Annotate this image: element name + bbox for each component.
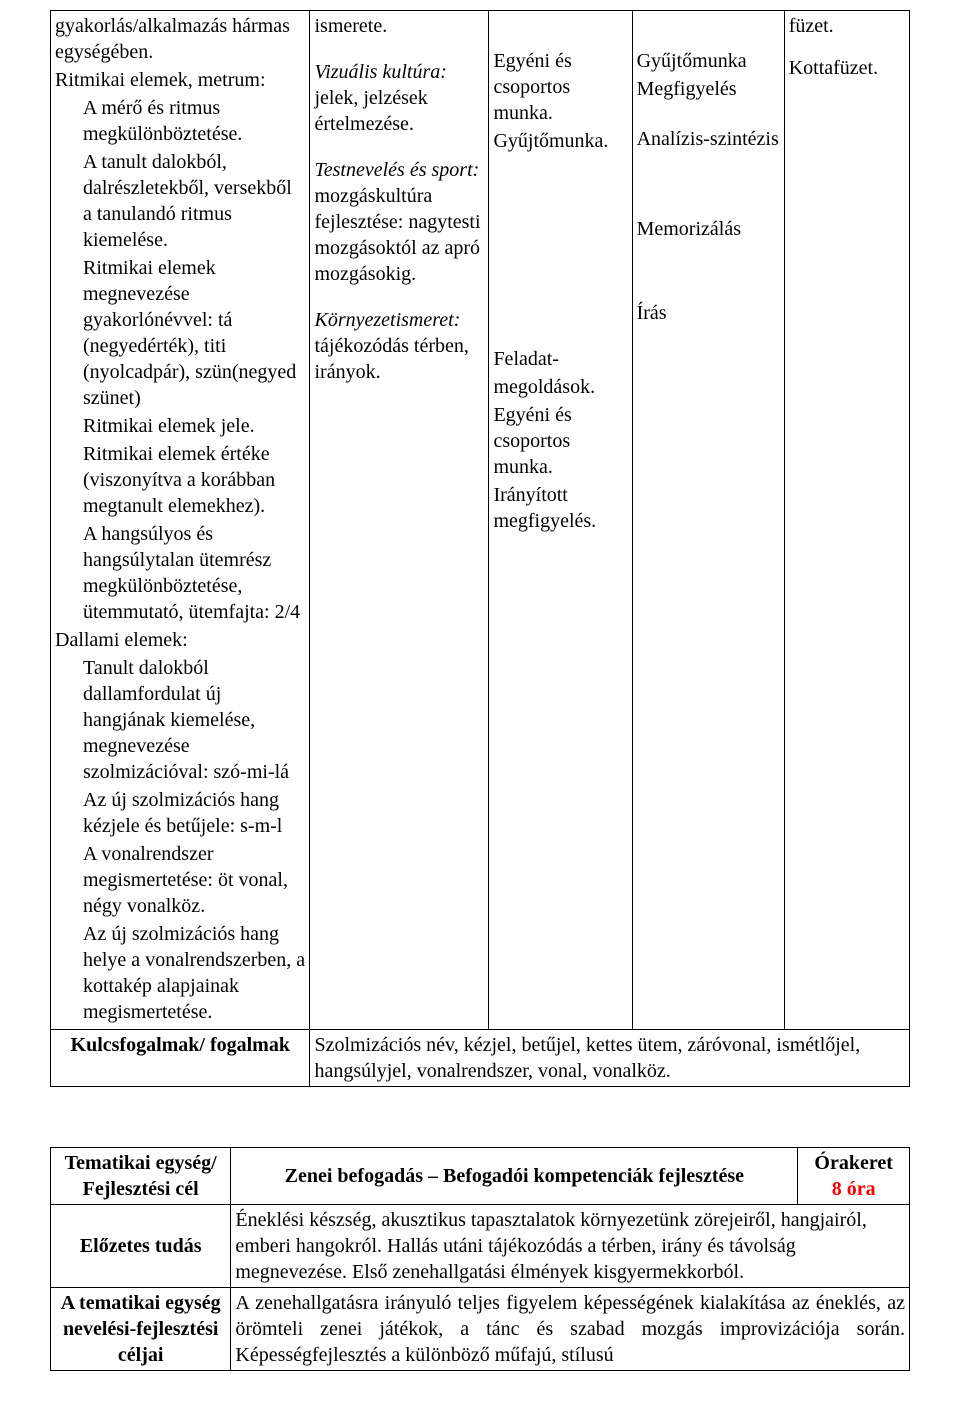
text-block: Gyűjtőmunka. bbox=[493, 128, 627, 154]
hours-label: Órakeret bbox=[802, 1150, 905, 1176]
list-item: A hangsúlyos és hangsúlytalan ütemrész m… bbox=[55, 521, 305, 625]
main-content-table: gyakorlás/alkalmazás hármas egységében. … bbox=[50, 10, 910, 1087]
text-span: jelek, jelzések értelmezése. bbox=[314, 87, 427, 135]
text-block: Ritmikai elemek, metrum: bbox=[55, 67, 305, 93]
cell-col2: ismerete. Vizuális kultúra: jelek, jelzé… bbox=[310, 11, 489, 1030]
list-item: Ritmikai elemek értéke (viszonyítva a ko… bbox=[55, 441, 305, 519]
list-item: Ritmikai elemek jele. bbox=[55, 413, 305, 439]
text-block: gyakorlás/alkalmazás hármas egységében. bbox=[55, 13, 305, 65]
cell-col5: füzet. Kottafüzet. bbox=[784, 11, 909, 1030]
text-block: Feladat- bbox=[493, 346, 627, 372]
text-span: mozgáskultúra fejlesztése: nagytesti moz… bbox=[314, 185, 480, 285]
cell-col4: Gyűjtőmunka Megfigyelés Analízis-szintéz… bbox=[632, 11, 784, 1030]
text-block: Egyéni és csoportos munka. bbox=[493, 402, 627, 480]
cell-hours: Órakeret 8 óra bbox=[798, 1148, 910, 1205]
text-block: Memorizálás bbox=[637, 216, 780, 242]
text-block: füzet. bbox=[789, 13, 905, 39]
text-block: Írás bbox=[637, 300, 780, 326]
text-block: ismerete. bbox=[314, 13, 484, 39]
text-block: Gyűjtőmunka bbox=[637, 48, 780, 74]
cell-goals-label: A tematikai egység nevelési-fejlesztési … bbox=[51, 1288, 231, 1371]
cell-keywords-content: Szolmizációs név, kézjel, betűjel, kette… bbox=[310, 1030, 910, 1087]
label-italic: Vizuális kultúra: bbox=[314, 61, 446, 83]
cell-thematic-title: Zenei befogadás – Befogadói kompetenciák… bbox=[231, 1148, 798, 1205]
text-span: tájékozódás térben, irányok. bbox=[314, 335, 468, 383]
list-item: A vonalrendszer megismertetése: öt vonal… bbox=[55, 841, 305, 919]
label-italic: Környezetismeret: bbox=[314, 309, 460, 331]
list-item: Tanult dalokból dallamfordulat új hangjá… bbox=[55, 655, 305, 785]
text-block: megoldások. bbox=[493, 374, 627, 400]
list-item: Az új szolmizációs hang kézjele és betűj… bbox=[55, 787, 305, 839]
cell-col3: Egyéni és csoportos munka. Gyűjtőmunka. … bbox=[489, 11, 632, 1030]
table-row: Kulcsfogalmak/ fogalmak Szolmizációs név… bbox=[51, 1030, 910, 1087]
text-block: Dallami elemek: bbox=[55, 627, 305, 653]
text-block: Egyéni és csoportos munka. bbox=[493, 48, 627, 126]
cell-prior-knowledge-label: Előzetes tudás bbox=[51, 1205, 231, 1288]
cell-keywords-label: Kulcsfogalmak/ fogalmak bbox=[51, 1030, 310, 1087]
text-block: Testnevelés és sport: mozgáskultúra fejl… bbox=[314, 157, 484, 287]
cell-goals-content: A zenehallgatásra irányuló teljes figyel… bbox=[231, 1288, 910, 1371]
text-block: Kottafüzet. bbox=[789, 55, 905, 81]
text-block: Vizuális kultúra: jelek, jelzések értelm… bbox=[314, 59, 484, 137]
table-row: Tematikai egység/ Fejlesztési cél Zenei … bbox=[51, 1148, 910, 1205]
table-row: A tematikai egység nevelési-fejlesztési … bbox=[51, 1288, 910, 1371]
text-block: Megfigyelés bbox=[637, 76, 780, 102]
text-block: Analízis-szintézis bbox=[637, 126, 780, 152]
label-italic: Testnevelés és sport: bbox=[314, 159, 479, 181]
hours-value: 8 óra bbox=[802, 1176, 905, 1202]
list-item: A tanult dalokból, dalrészletekből, vers… bbox=[55, 149, 305, 253]
cell-col1: gyakorlás/alkalmazás hármas egységében. … bbox=[51, 11, 310, 1030]
list-item: A mérő és ritmus megkülönböztetése. bbox=[55, 95, 305, 147]
thematic-unit-table: Tematikai egység/ Fejlesztési cél Zenei … bbox=[50, 1147, 910, 1371]
list-item: Az új szolmizációs hang helye a vonalren… bbox=[55, 921, 305, 1025]
text-block: Irányított megfigyelés. bbox=[493, 482, 627, 534]
table-row: Előzetes tudás Éneklési készség, akuszti… bbox=[51, 1205, 910, 1288]
cell-thematic-label: Tematikai egység/ Fejlesztési cél bbox=[51, 1148, 231, 1205]
cell-prior-knowledge-content: Éneklési készség, akusztikus tapasztalat… bbox=[231, 1205, 910, 1288]
list-item: Ritmikai elemek megnevezése gyakorlónévv… bbox=[55, 255, 305, 411]
text-block: Környezetismeret: tájékozódás térben, ir… bbox=[314, 307, 484, 385]
table-row: gyakorlás/alkalmazás hármas egységében. … bbox=[51, 11, 910, 1030]
